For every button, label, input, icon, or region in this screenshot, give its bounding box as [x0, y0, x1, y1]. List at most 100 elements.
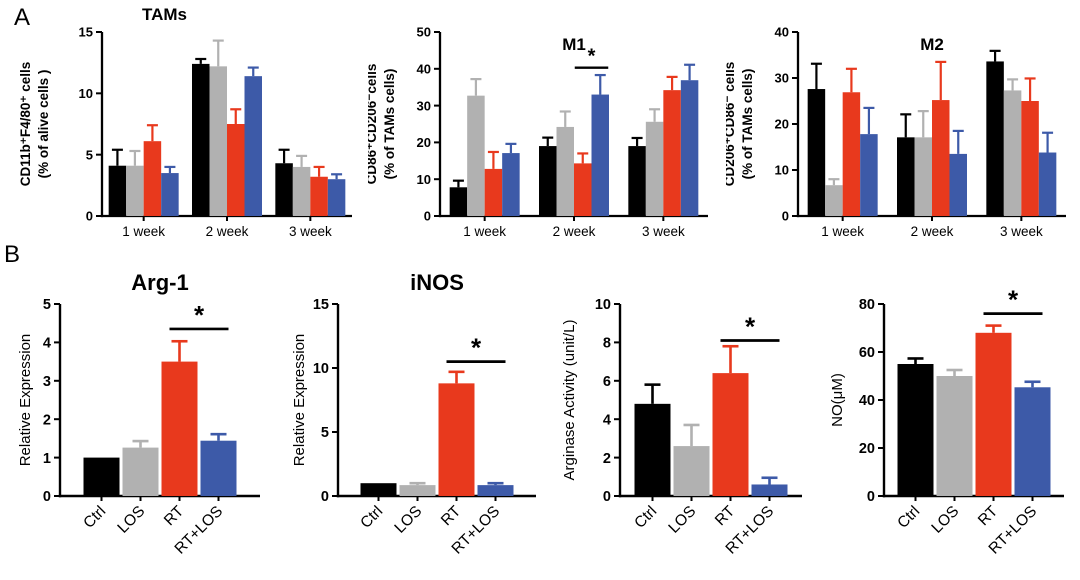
- bar-RT+LOS: [1014, 387, 1051, 496]
- x-tick-label: 3 week: [1000, 224, 1043, 239]
- y-tick-label: 10: [313, 361, 329, 377]
- x-tick-label: Ctrl: [357, 503, 386, 532]
- bar-LOS: [936, 376, 973, 496]
- sig-star: *: [1008, 285, 1019, 315]
- bar-gray-2 week: [914, 137, 932, 216]
- x-tick-label: 1 week: [821, 224, 864, 239]
- x-tick-label: 2 week: [553, 224, 596, 239]
- bar-black-1 week: [449, 187, 468, 216]
- panel-a-label: A: [14, 4, 31, 31]
- sig-star: *: [194, 300, 205, 330]
- x-tick-label: 1 week: [463, 224, 506, 239]
- y-axis-label: NO(μM): [829, 373, 846, 427]
- bar-gray-1 week: [825, 185, 843, 216]
- x-tick-label: 3 week: [289, 224, 332, 239]
- chart-tams: 0 5 10 15 CD11b⁺F4/80⁺ cells (% of alive cell…: [10, 2, 362, 259]
- chart-title: TAMs: [142, 5, 187, 24]
- bar-gray-3 week: [645, 121, 664, 216]
- bar-black-1 week: [108, 165, 127, 216]
- x-tick-label: 3 week: [642, 224, 685, 239]
- x-tick-label: Ctrl: [631, 503, 660, 532]
- chart-title: M1: [562, 35, 586, 54]
- chart-inos: 0 5 10 15 Relative Expression iNOS Ctrl LOS RT RT…: [288, 258, 548, 580]
- bar-black-2 week: [192, 63, 210, 216]
- y-tick-label: 30: [775, 71, 789, 86]
- chart-arg1: 0 1 2 3 4 5 Relative Expression Arg-1 Ctrl LOS RT R…: [14, 258, 274, 580]
- y-tick-label: 20: [775, 117, 789, 132]
- bar-gray-2 week: [556, 126, 574, 216]
- bar-RT: [161, 361, 198, 496]
- y-tick-label: 4: [43, 336, 51, 352]
- bar-red-1 week: [143, 141, 162, 216]
- y-tick-label: 40: [417, 61, 431, 76]
- bar-blue-1 week: [502, 153, 520, 216]
- bar-red-1 week: [484, 168, 503, 216]
- bar-red-2 week: [574, 163, 592, 216]
- y-tick-label: 0: [782, 209, 789, 224]
- bar-gray-3 week: [1003, 90, 1022, 216]
- x-tick-label: RT: [975, 502, 1002, 529]
- y-tick-label: 20: [417, 135, 431, 150]
- bar-LOS: [399, 485, 436, 496]
- bar-blue-1 week: [161, 173, 179, 216]
- y-axis-label: Relative Expression: [17, 334, 34, 467]
- bar-black-3 week: [628, 146, 646, 216]
- bar-Ctrl: [634, 403, 671, 496]
- y-axis-label: (% of TAMs cells): [740, 69, 755, 180]
- bar-RT: [712, 373, 749, 496]
- y-tick-label: 2: [603, 451, 611, 467]
- y-tick-label: 5: [86, 147, 93, 162]
- y-tick-label: 10: [417, 172, 431, 187]
- bar-red-3 week: [1021, 101, 1039, 216]
- bar-gray-2 week: [209, 66, 227, 216]
- bar-RT+LOS: [751, 484, 788, 496]
- y-tick-label: 40: [775, 25, 789, 40]
- bar-black-2 week: [897, 137, 915, 216]
- bar-Ctrl: [83, 457, 120, 496]
- bar-blue-3 week: [327, 179, 346, 216]
- bar-red-1 week: [842, 92, 861, 216]
- y-tick-label: 80: [859, 297, 875, 313]
- bar-black-3 week: [275, 163, 293, 216]
- bar-blue-2 week: [244, 76, 262, 216]
- y-tick-label: 50: [417, 25, 431, 40]
- bar-red-3 week: [310, 176, 328, 216]
- y-tick-label: 4: [603, 412, 611, 428]
- y-axis-label: CD206⁺CD86⁻ cells: [726, 62, 737, 187]
- y-tick-label: 15: [313, 297, 329, 313]
- bar-red-2 week: [227, 124, 245, 216]
- y-tick-label: 5: [321, 425, 329, 441]
- y-tick-label: 40: [859, 393, 875, 409]
- bar-LOS: [122, 447, 159, 496]
- bar-LOS: [673, 446, 710, 496]
- y-axis-label: (% of alive cells ): [36, 70, 51, 179]
- y-axis-label: Arginase Activity (unit/L): [561, 320, 578, 481]
- y-tick-label: 0: [321, 489, 329, 505]
- y-tick-label: 0: [867, 489, 875, 505]
- sig-star: *: [588, 46, 596, 68]
- y-tick-label: 8: [603, 336, 611, 352]
- bar-black-2 week: [539, 146, 557, 216]
- sig-star: *: [471, 333, 482, 363]
- y-tick-label: 0: [43, 489, 51, 505]
- y-tick-label: 10: [79, 86, 93, 101]
- x-tick-label: Ctrl: [80, 503, 109, 532]
- bar-gray-1 week: [126, 165, 144, 216]
- y-tick-label: 0: [424, 209, 431, 224]
- y-tick-label: 3: [43, 374, 51, 390]
- bar-RT+LOS: [477, 485, 514, 496]
- x-tick-label: RT: [161, 502, 188, 529]
- x-tick-label: LOS: [391, 503, 425, 537]
- bar-Ctrl: [360, 483, 397, 496]
- chart-no: 0 20 40 60 80 NO(μM) Ctrl LOS RT RT+LOS *: [822, 258, 1080, 580]
- bar-blue-1 week: [860, 134, 878, 216]
- y-axis-label: Relative Expression: [291, 334, 308, 467]
- y-tick-label: 6: [603, 374, 611, 390]
- chart-m2: 0 10 20 30 40 CD206⁺CD86⁻ cells (% of TAMs cel…: [722, 2, 1078, 259]
- chart-m1: 0 10 20 30 40 50 CD86⁺CD206⁻cells (% of TAMs ce…: [364, 2, 720, 259]
- y-tick-label: 20: [859, 441, 875, 457]
- y-tick-label: 10: [595, 297, 611, 313]
- y-tick-label: 15: [79, 25, 93, 40]
- y-axis-label: CD86⁺CD206⁻cells: [368, 64, 379, 185]
